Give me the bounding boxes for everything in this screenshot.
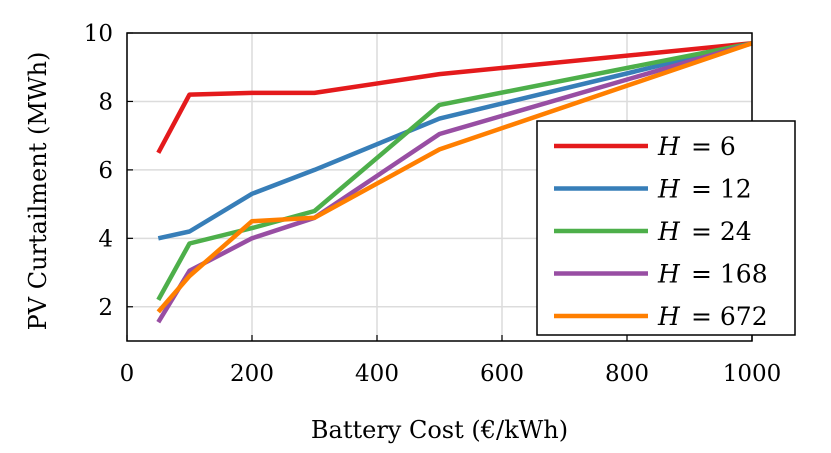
legend-entry: H = 672: [554, 302, 768, 331]
y-tick-label: 10: [84, 21, 113, 47]
x-tick-label: 1000: [723, 361, 782, 387]
legend: H = 6 H = 12 H = 24 H = 168 H = 672: [536, 120, 796, 336]
x-tick-label: 600: [480, 361, 524, 387]
legend-box: [536, 120, 796, 336]
legend-variable: H: [657, 175, 681, 204]
legend-value: = 12: [691, 175, 752, 204]
y-tick-label: 6: [98, 158, 113, 184]
x-tick-label: 400: [355, 361, 399, 387]
series-line: [157, 41, 753, 241]
series-line: [156, 41, 753, 314]
legend-variable: H: [657, 302, 681, 331]
x-tick-label: 800: [605, 361, 649, 387]
y-tick-label: 8: [98, 89, 113, 115]
series-12: [157, 41, 753, 241]
legend-entry: H = 168: [554, 260, 768, 289]
legend-entry: H = 6: [554, 132, 736, 161]
series-line: [156, 41, 753, 154]
legend-variable: H: [657, 217, 681, 246]
legend-value: = 6: [691, 132, 736, 161]
legend-entry: H = 12: [554, 175, 752, 204]
legend-value: = 168: [691, 260, 768, 289]
x-axis-ticks: 0 200 400 600 800 1000: [120, 335, 782, 387]
series-lines: [156, 41, 753, 324]
x-axis-label: Battery Cost (€/kWh): [311, 416, 568, 444]
legend-variable: H: [657, 260, 681, 289]
y-axis-ticks: 2 4 6 8 10: [84, 21, 133, 321]
y-tick-label: 4: [98, 226, 113, 252]
legend-entry: H = 24: [554, 217, 752, 246]
legend-variable: H: [657, 132, 681, 161]
legend-value: = 24: [691, 217, 752, 246]
legend-value: = 672: [691, 302, 768, 331]
x-tick-label: 200: [230, 361, 274, 387]
y-tick-label: 2: [98, 295, 113, 321]
y-axis-label: PV Curtailment (MWh): [24, 52, 52, 331]
x-tick-label: 0: [120, 361, 135, 387]
